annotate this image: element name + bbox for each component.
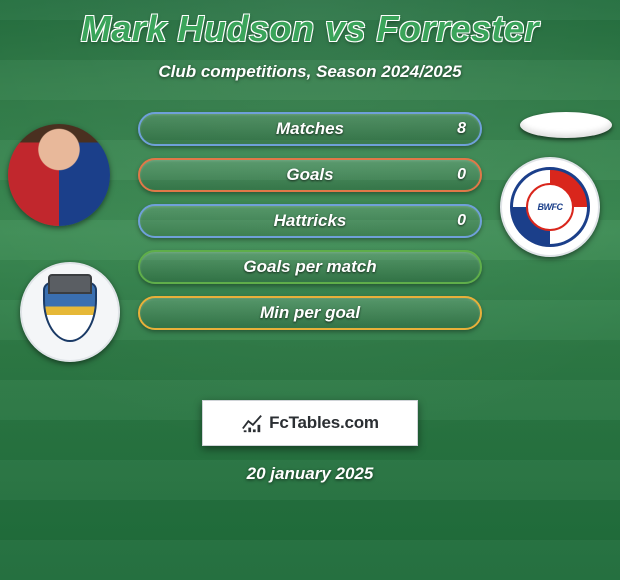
stat-row-min-per-goal: Min per goal	[138, 296, 482, 330]
shield-icon	[43, 282, 97, 342]
stat-row-goals: Goals 0	[138, 158, 482, 192]
bwfc-roundel-icon: BWFC	[510, 167, 590, 247]
club-badge-right: BWFC	[500, 157, 600, 257]
branding-badge: FcTables.com	[202, 400, 418, 446]
player-right-photo	[520, 112, 612, 138]
stat-label: Goals per match	[243, 257, 376, 277]
stat-label: Matches	[276, 119, 344, 139]
stat-right-value: 8	[457, 120, 466, 138]
comparison-area: BWFC Matches 8 Goals 0 Hattricks 0 Goals	[0, 112, 620, 372]
stat-row-hattricks: Hattricks 0	[138, 204, 482, 238]
page-title: Mark Hudson vs Forrester	[0, 8, 620, 50]
fctables-logo-icon	[241, 412, 263, 434]
footer-date: 20 january 2025	[0, 464, 620, 484]
stat-label: Min per goal	[260, 303, 360, 323]
stat-row-matches: Matches 8	[138, 112, 482, 146]
club-right-label: BWFC	[526, 183, 574, 231]
stat-label: Hattricks	[274, 211, 347, 231]
stat-row-goals-per-match: Goals per match	[138, 250, 482, 284]
stat-label: Goals	[286, 165, 333, 185]
stats-list: Matches 8 Goals 0 Hattricks 0 Goals per …	[138, 112, 482, 342]
stat-right-value: 0	[457, 212, 466, 230]
content-wrapper: Mark Hudson vs Forrester Club competitio…	[0, 0, 620, 580]
club-badge-left	[20, 262, 120, 362]
player-left-photo	[8, 124, 110, 226]
branding-text: FcTables.com	[269, 413, 379, 433]
page-subtitle: Club competitions, Season 2024/2025	[0, 62, 620, 82]
stat-right-value: 0	[457, 166, 466, 184]
